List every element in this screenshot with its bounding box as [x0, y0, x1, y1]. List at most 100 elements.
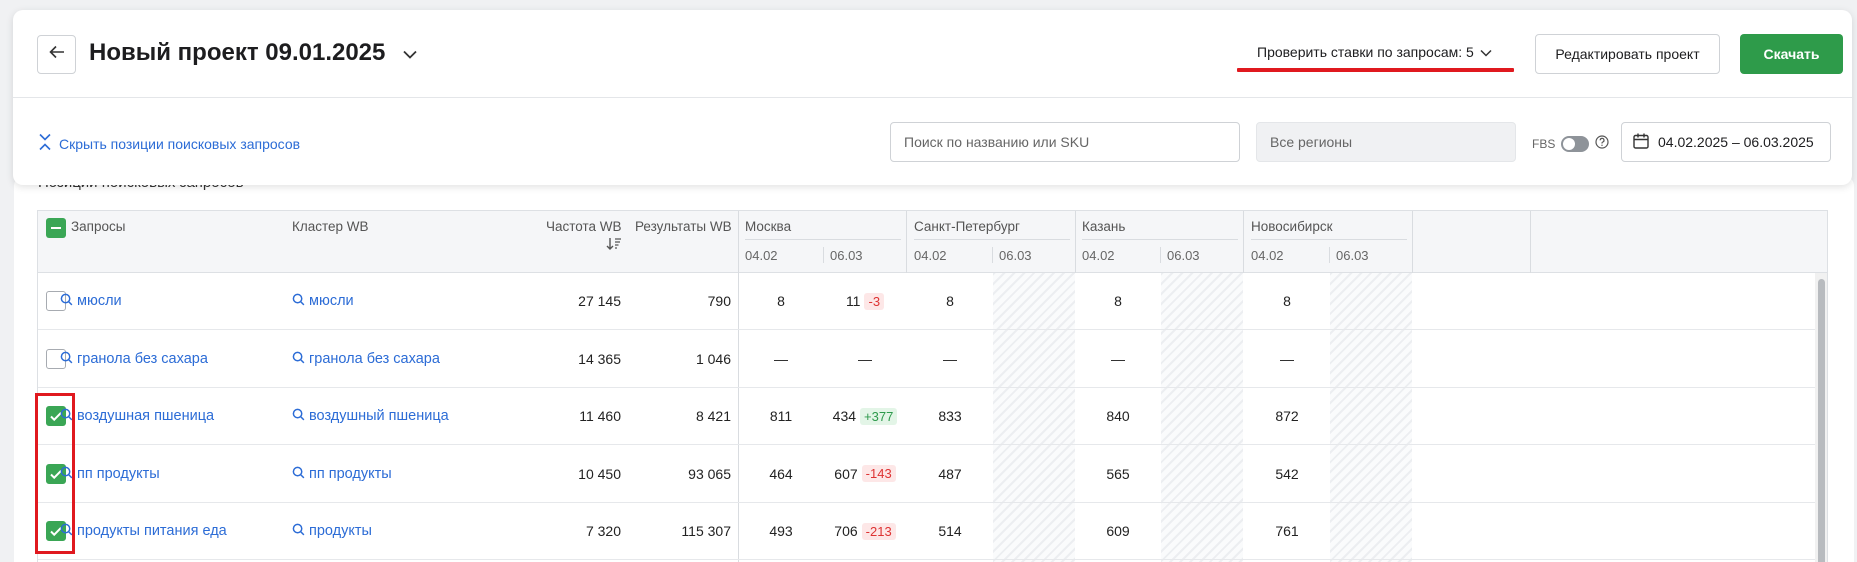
row-checkbox[interactable] [46, 348, 66, 369]
query-link[interactable]: гранола без сахара [60, 331, 208, 387]
row-checkbox[interactable] [46, 463, 66, 484]
cluster-link[interactable]: мюсли [292, 273, 354, 329]
search-icon [60, 466, 77, 482]
cluster-text: воздушный пшеница [309, 408, 449, 424]
table-row: воздушная пшеница воздушный пшеница 11 460… [38, 388, 1827, 445]
spb-start: — [943, 350, 957, 367]
search-icon [60, 523, 77, 539]
highlight-underline [1237, 68, 1514, 72]
table-row: продукты питания еда продукты 7 320 115 307… [38, 503, 1827, 560]
search-input[interactable] [890, 122, 1240, 162]
position-delta: -3 [864, 292, 885, 310]
col-frequency[interactable]: Частота WB [546, 219, 622, 234]
spb-start: 487 [938, 465, 962, 482]
region-novosibirsk: Новосибирск [1251, 219, 1333, 234]
region-spb: Санкт-Петербург [914, 219, 1020, 234]
hide-positions-link[interactable]: Скрыть позиции поисковых запросов [39, 133, 300, 154]
frequency-value: 10 450 [578, 465, 621, 482]
novosibirsk-start: 8 [1283, 293, 1291, 309]
edit-project-button[interactable]: Редактировать проект [1535, 34, 1720, 74]
back-arrow-icon [48, 45, 65, 64]
date-start: 04.02 [914, 248, 947, 263]
project-header: Новый проект 09.01.2025 Проверить ставки… [13, 10, 1852, 185]
region-moscow: Москва [745, 219, 792, 234]
collapse-icon [39, 133, 51, 154]
row-checkbox[interactable] [46, 406, 66, 426]
col-results[interactable]: Результаты WB [635, 219, 732, 234]
moscow-start: — [774, 350, 788, 367]
frequency-value: 11 460 [579, 408, 621, 424]
query-text: гранола без сахара [77, 350, 208, 367]
select-all-checkbox[interactable] [46, 218, 66, 238]
moscow-start: 464 [769, 465, 793, 482]
check-bids-label: Проверить ставки по запросам: 5 [1257, 44, 1474, 60]
table-row: мюсли мюсли 27 145 790 8 11 -3 8 8 8 [38, 273, 1827, 330]
moscow-end: 434 +377 [824, 388, 906, 444]
row-checkbox[interactable] [46, 291, 66, 311]
date-start: 04.02 [745, 248, 778, 263]
query-text: пп продукты [77, 465, 160, 482]
moscow-end-value: 11 [845, 293, 861, 309]
help-icon[interactable] [1595, 135, 1609, 152]
back-button[interactable] [37, 35, 76, 74]
query-link[interactable]: воздушная пшеница [60, 388, 214, 444]
regions-select[interactable]: Все регионы [1256, 122, 1516, 162]
chevron-down-icon [1480, 44, 1492, 60]
frequency-value: 14 365 [578, 350, 621, 367]
novosibirsk-start: 872 [1275, 408, 1299, 424]
query-link[interactable]: пп продукты [60, 446, 160, 502]
chevron-down-icon[interactable] [403, 46, 417, 64]
moscow-end-value: 434 [832, 408, 857, 424]
search-icon [292, 351, 309, 367]
frequency-value: 7 320 [585, 523, 621, 539]
cluster-link[interactable]: продукты [292, 503, 372, 559]
moscow-end: 11 -3 [824, 273, 906, 329]
moscow-end: 706 -213 [824, 503, 906, 559]
table-row: гранола без сахара гранола без сахара 14 3… [38, 331, 1827, 388]
search-icon [292, 408, 309, 424]
fbs-toggle[interactable] [1561, 135, 1590, 152]
moscow-end-value: 607 [834, 465, 858, 482]
cluster-link[interactable]: гранола без сахара [292, 331, 440, 387]
spb-start: 514 [938, 523, 962, 539]
date-range-picker[interactable]: 04.02.2025 – 06.03.2025 [1621, 122, 1831, 162]
query-link[interactable]: мюсли [60, 273, 122, 329]
kazan-start: 609 [1106, 523, 1130, 539]
calendar-icon [1632, 132, 1650, 153]
moscow-start: 8 [777, 293, 785, 309]
query-text: воздушная пшеница [77, 408, 215, 424]
moscow-end-value: — [858, 350, 872, 367]
results-value: 8 421 [695, 408, 731, 424]
query-text: продукты питания еда [77, 523, 227, 539]
check-bids-dropdown[interactable]: Проверить ставки по запросам: 5 [1257, 44, 1492, 60]
col-queries[interactable]: Запросы [71, 219, 126, 234]
download-button[interactable]: Скачать [1740, 34, 1843, 74]
frequency-value: 27 145 [578, 293, 621, 309]
search-icon [60, 351, 77, 367]
moscow-start: 493 [769, 523, 793, 539]
cluster-text: гранола без сахара [309, 350, 440, 367]
search-icon [292, 523, 309, 539]
position-delta: -143 [861, 465, 896, 482]
date-range-label: 04.02.2025 – 06.03.2025 [1658, 134, 1814, 150]
fbs-label: FBS [1532, 136, 1556, 151]
cluster-link[interactable]: воздушный пшеница [292, 388, 449, 444]
moscow-start: 811 [769, 408, 793, 424]
search-icon [292, 293, 309, 309]
position-delta: +377 [860, 407, 898, 425]
kazan-start: 840 [1106, 408, 1130, 424]
row-checkbox[interactable] [46, 521, 66, 541]
col-cluster[interactable]: Кластер WB [292, 219, 369, 234]
table-header: Запросы Кластер WB Частота WB Результаты… [38, 211, 1827, 562]
date-end: 06.03 [999, 248, 1032, 263]
results-value: 1 046 [695, 350, 731, 367]
results-value: 790 [707, 293, 731, 309]
kazan-start: 8 [1114, 293, 1122, 309]
date-end: 06.03 [830, 248, 863, 263]
sort-icon[interactable] [606, 237, 622, 256]
moscow-end-value: 706 [834, 523, 858, 539]
query-link[interactable]: продукты питания еда [60, 503, 227, 559]
scrollbar-thumb[interactable] [1818, 279, 1825, 562]
cluster-link[interactable]: пп продукты [292, 446, 392, 502]
spb-start: 8 [946, 293, 954, 309]
